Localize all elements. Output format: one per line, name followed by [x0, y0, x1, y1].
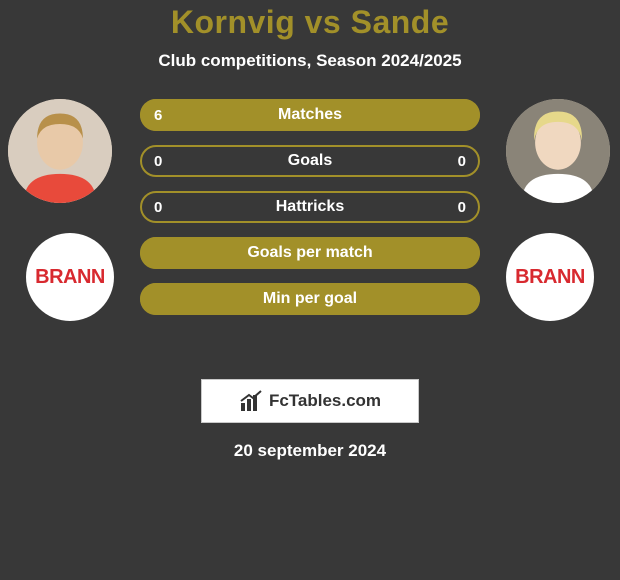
player-left-avatar — [8, 99, 112, 203]
stat-value-left: 0 — [154, 199, 162, 216]
stat-label: Hattricks — [276, 198, 344, 216]
club-right-label: BRANN — [515, 266, 585, 289]
stat-row: Hattricks 0 0 — [140, 191, 480, 223]
stat-row: Min per goal — [140, 283, 480, 315]
stat-value-right: 0 — [458, 153, 466, 170]
page-subtitle: Club competitions, Season 2024/2025 — [0, 51, 620, 71]
stat-label: Matches — [278, 106, 342, 124]
stat-row: Goals 0 0 — [140, 145, 480, 177]
stat-value-left: 0 — [154, 153, 162, 170]
brand-badge: FcTables.com — [201, 379, 419, 423]
club-right-badge: BRANN — [506, 233, 594, 321]
footer-date: 20 september 2024 — [0, 441, 620, 461]
stat-label: Goals per match — [247, 244, 372, 262]
page-title: Kornvig vs Sande — [0, 4, 620, 41]
club-left-label: BRANN — [35, 266, 105, 289]
chart-icon — [239, 389, 263, 413]
stat-label: Goals — [288, 152, 332, 170]
brand-label: FcTables.com — [269, 391, 381, 411]
stat-bars: Matches 6 Goals 0 0 Hattricks 0 0 Goals per matc… — [140, 99, 480, 315]
stat-value-right: 0 — [458, 199, 466, 216]
comparison-section: BRANN BRANN Matches6Goals00Hattricks00Go… — [0, 99, 620, 379]
player-right-avatar — [506, 99, 610, 203]
stat-label: Min per goal — [263, 290, 357, 308]
stat-row: Matches 6 — [140, 99, 480, 131]
stat-value-left: 6 — [154, 107, 162, 124]
stat-row: Goals per match — [140, 237, 480, 269]
club-left-badge: BRANN — [26, 233, 114, 321]
